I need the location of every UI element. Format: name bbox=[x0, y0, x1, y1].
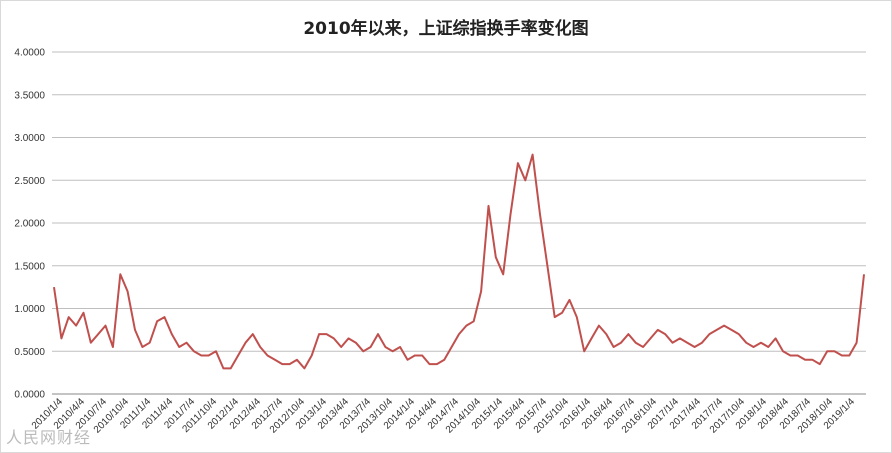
y-tick-label: 1.5000 bbox=[14, 261, 45, 272]
y-tick-labels: 0.0000 0.5000 1.0000 1.5000 2.0000 2.5000 3.00… bbox=[14, 48, 45, 401]
y-tick-label: 3.0000 bbox=[14, 133, 45, 144]
y-tick-label: 2.5000 bbox=[14, 176, 45, 187]
gridlines bbox=[52, 51, 866, 395]
y-tick-label: 0.0000 bbox=[14, 390, 45, 401]
chart-title: 2010年以来，上证综指换手率变化图 bbox=[303, 19, 589, 39]
series-line bbox=[53, 153, 865, 370]
y-tick-label: 4.0000 bbox=[14, 48, 45, 59]
watermark-logo: 人民网财经 bbox=[6, 428, 92, 447]
y-tick-label: 2.0000 bbox=[14, 219, 45, 230]
y-tick-label: 0.5000 bbox=[14, 347, 45, 358]
x-tick-labels: 2010/1/42010/4/42010/7/42010/10/42011/1/… bbox=[30, 396, 858, 436]
y-tick-label: 3.5000 bbox=[14, 90, 45, 101]
y-tick-label: 1.0000 bbox=[14, 304, 45, 315]
